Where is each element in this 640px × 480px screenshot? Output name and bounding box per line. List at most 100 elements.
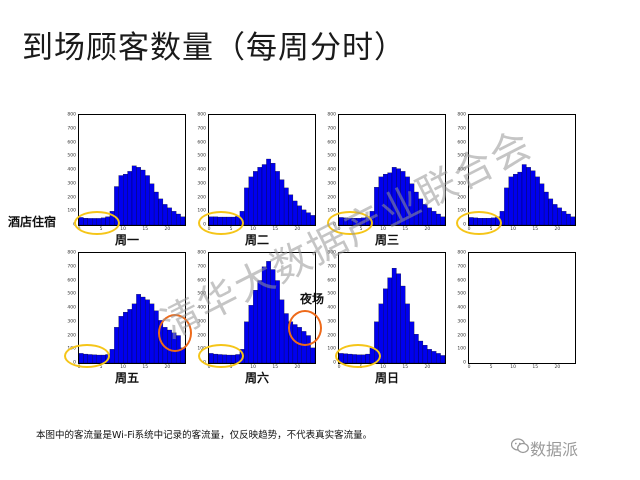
footnote: 本图中的客流量是Wi-Fi系统中记录的客流量，仅反映趋势，不代表真实客流量。	[36, 430, 373, 441]
y-tick-label: 400	[67, 167, 76, 173]
y-tick-label: 400	[327, 305, 336, 311]
y-tick-label: 800	[457, 250, 466, 256]
bar-hour-11	[257, 167, 263, 226]
chart-panel-3	[338, 114, 446, 226]
y-tick-label: 400	[197, 305, 206, 311]
x-tick-label: 5	[489, 365, 493, 370]
bar-hour-20	[557, 207, 562, 226]
bar-hour-21	[431, 351, 437, 364]
bar-hour-23	[570, 216, 576, 226]
x-tick-label: 10	[120, 365, 127, 370]
bar-hour-22	[566, 213, 571, 226]
bar-hour-15	[535, 176, 540, 226]
bar-hour-19	[162, 204, 168, 226]
y-tick-label: 400	[457, 305, 466, 311]
chart-plot	[208, 158, 316, 226]
y-tick-label: 200	[67, 333, 76, 338]
y-tick-label: 700	[197, 126, 206, 132]
y-tick-label: 700	[197, 264, 206, 270]
y-tick-label: 600	[67, 140, 76, 145]
y-tick-label: 200	[67, 195, 76, 200]
y-tick-labels: 0 100 200 300 400 500 600 700 800	[194, 113, 206, 228]
chart-panel-2	[208, 114, 316, 226]
bar-hour-23	[310, 347, 316, 364]
y-tick-label: 300	[67, 319, 76, 325]
x-tick-label: 10	[250, 365, 257, 370]
x-tick-label: 0	[337, 365, 341, 370]
bar-hour-14	[140, 296, 146, 364]
bar-hour-9	[248, 176, 254, 226]
bar-hour-13	[136, 294, 141, 364]
y-tick-label: 600	[197, 278, 206, 283]
bar-hour-18	[548, 198, 554, 226]
bar-hour-12	[131, 165, 137, 226]
bar-hour-14	[400, 285, 406, 364]
y-tick-label: 300	[457, 181, 466, 187]
y-tick-label: 200	[457, 333, 466, 338]
bar-hour-11	[127, 171, 133, 226]
bar-hour-10	[513, 173, 518, 226]
bar-hour-16	[279, 179, 285, 226]
bar-hour-12	[391, 267, 397, 364]
bar-hour-10	[253, 171, 258, 226]
y-tick-label: 300	[327, 181, 336, 187]
bar-hour-14	[530, 170, 536, 226]
y-tick-label: 700	[457, 264, 466, 270]
bar-hour-16	[279, 299, 285, 364]
bar-hour-19	[422, 345, 428, 364]
bar-hour-17	[413, 334, 419, 364]
bar-hour-11	[127, 309, 133, 364]
chart-panel-8	[468, 252, 576, 364]
y-tick-label: 600	[327, 140, 336, 145]
bar-hour-14	[140, 169, 146, 226]
x-tick-label: 5	[229, 365, 233, 370]
bar-hour-22	[436, 353, 441, 364]
y-tick-label: 200	[197, 333, 206, 338]
x-tick-label: 0	[77, 365, 81, 370]
chart-plot	[78, 165, 186, 226]
day-label: 周一	[114, 233, 140, 247]
y-tick-label: 700	[327, 126, 336, 132]
day-label: 周五	[114, 371, 140, 385]
bar-hour-14	[270, 162, 276, 226]
bar-hour-9	[118, 316, 124, 364]
y-tick-labels: 0 100 200 300 400 500 600 700 800	[454, 250, 466, 366]
bar-hour-16	[409, 321, 415, 364]
bar-hour-11	[517, 171, 523, 226]
x-tick-label: 10	[250, 227, 257, 232]
y-tick-label: 600	[327, 278, 336, 283]
y-tick-label: 500	[457, 153, 466, 159]
bar-hour-13	[136, 167, 141, 226]
bar-hour-10	[123, 173, 128, 226]
y-tick-label: 0	[333, 360, 336, 366]
day-label: 周日	[374, 371, 400, 385]
bar-hour-9	[248, 305, 254, 364]
y-tick-label: 800	[197, 250, 206, 256]
y-tick-label: 0	[463, 360, 466, 366]
x-tick-label: 20	[294, 365, 301, 370]
bar-hour-13	[526, 167, 531, 226]
hotel-highlight-ellipse	[198, 344, 244, 368]
bar-hour-18	[158, 198, 164, 226]
x-tick-label: 20	[164, 227, 171, 232]
y-tick-label: 500	[197, 153, 206, 159]
hotel-annotation: 酒店住宿	[8, 215, 57, 229]
bar-hour-19	[292, 200, 298, 226]
y-tick-label: 100	[457, 346, 466, 352]
x-tick-label: 10	[510, 227, 517, 232]
bar-hour-15	[405, 303, 410, 364]
y-tick-label: 200	[327, 195, 336, 200]
bar-hour-23	[440, 216, 446, 226]
y-tick-labels: 0 100 200 300 400 500 600 700 800	[64, 113, 76, 228]
bar-hour-16	[149, 183, 155, 226]
y-tick-label: 700	[67, 126, 76, 132]
night-annotation: 夜场	[300, 292, 325, 306]
x-tick-label: 0	[467, 365, 471, 370]
hotel-highlight-ellipse	[64, 344, 110, 368]
hotel-highlight-ellipse	[74, 211, 120, 235]
y-tick-label: 300	[197, 181, 206, 187]
x-tick-label: 20	[164, 365, 171, 370]
y-tick-label: 400	[67, 305, 76, 311]
y-tick-label: 500	[327, 153, 336, 159]
bar-hour-10	[383, 288, 388, 364]
